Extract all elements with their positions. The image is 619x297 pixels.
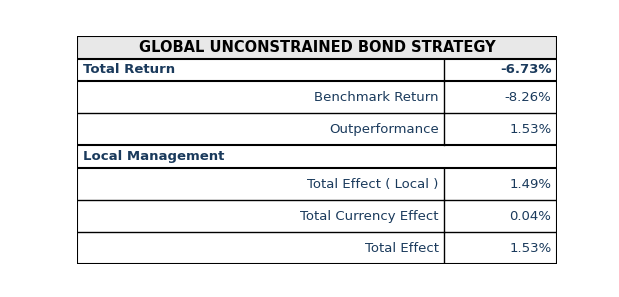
Bar (77, 200, 557, 232)
Bar (77, 113, 557, 146)
Text: 1.49%: 1.49% (509, 178, 552, 191)
Bar (77, 59, 557, 81)
Bar (77, 36, 557, 59)
Text: Total Return: Total Return (83, 64, 175, 76)
Bar (77, 146, 557, 168)
Text: Total Effect ( Local ): Total Effect ( Local ) (307, 178, 439, 191)
Text: Benchmark Return: Benchmark Return (314, 91, 439, 104)
Text: 1.53%: 1.53% (509, 242, 552, 255)
Text: 0.04%: 0.04% (509, 210, 552, 223)
Text: 1.53%: 1.53% (509, 123, 552, 136)
Text: -8.26%: -8.26% (504, 91, 552, 104)
Bar (77, 168, 557, 200)
Text: Total Effect: Total Effect (365, 242, 439, 255)
Text: -6.73%: -6.73% (500, 64, 552, 76)
Text: Total Currency Effect: Total Currency Effect (300, 210, 439, 223)
Bar (77, 81, 557, 113)
Text: Outperformance: Outperformance (329, 123, 439, 136)
Bar (77, 232, 557, 264)
Text: GLOBAL UNCONSTRAINED BOND STRATEGY: GLOBAL UNCONSTRAINED BOND STRATEGY (139, 40, 496, 55)
Text: Local Management: Local Management (83, 150, 225, 163)
